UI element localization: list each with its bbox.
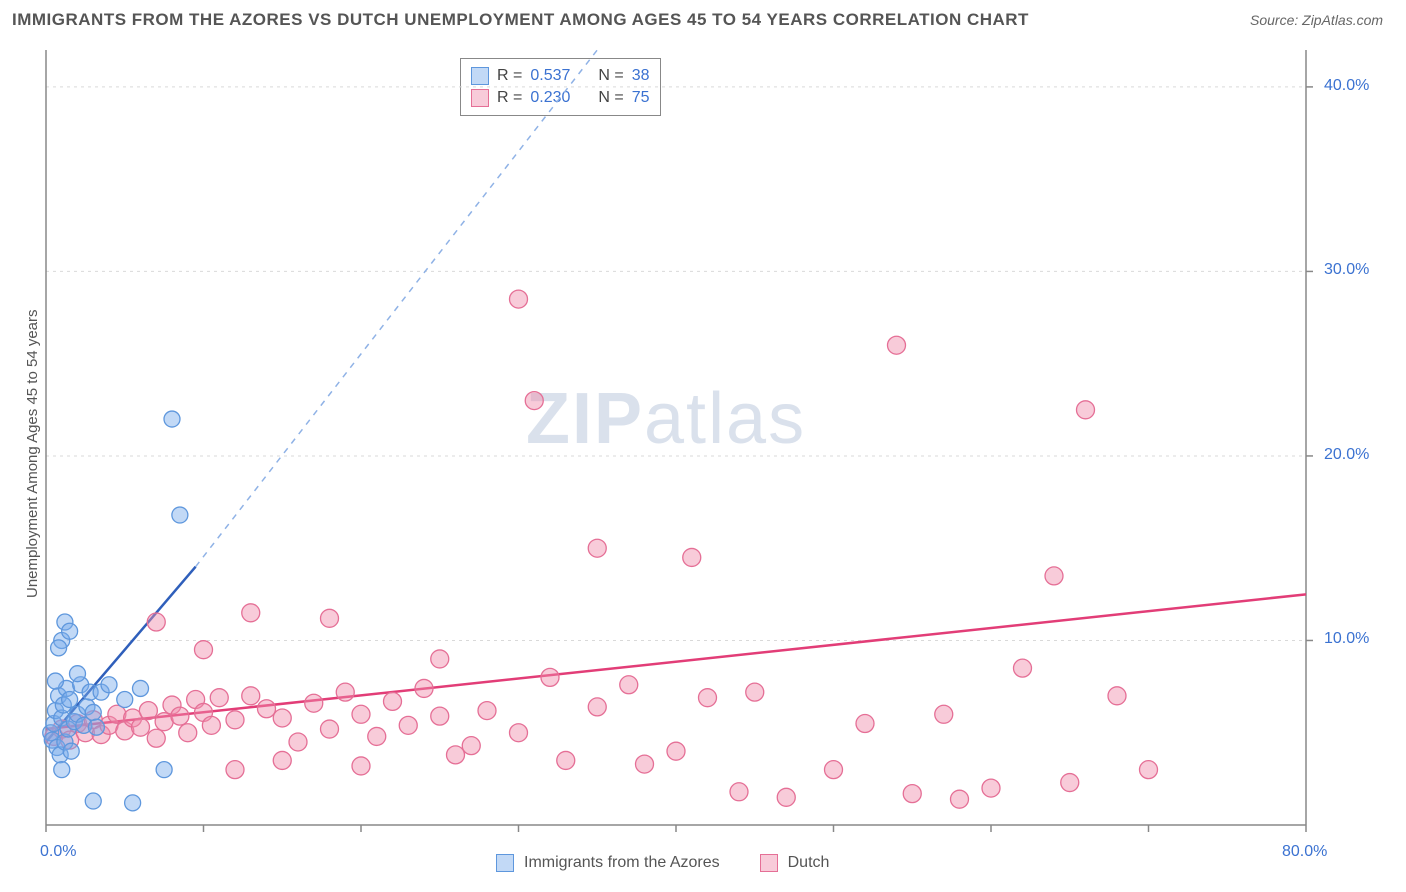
y-tick-label: 30.0% [1324,261,1369,279]
scatter-plot [0,0,1406,892]
x-tick-label: 0.0% [40,843,76,861]
y-tick-label: 10.0% [1324,630,1369,648]
y-tick-label: 20.0% [1324,446,1369,464]
x-tick-label: 80.0% [1282,843,1327,861]
y-tick-label: 40.0% [1324,77,1369,95]
